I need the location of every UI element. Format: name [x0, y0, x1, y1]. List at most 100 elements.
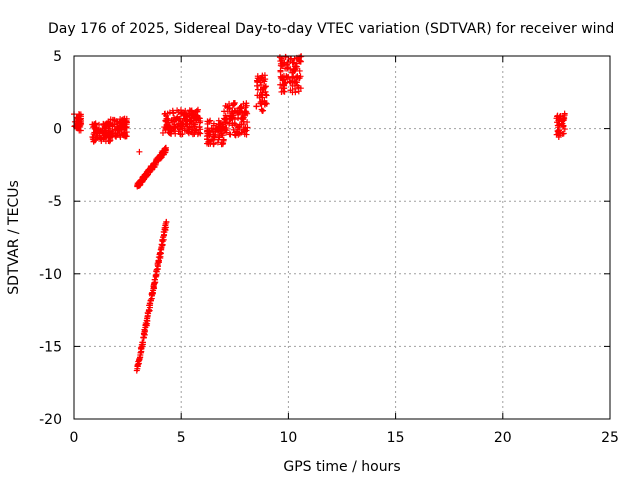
data-point [286, 78, 293, 85]
data-point [294, 73, 301, 80]
data-point [181, 115, 188, 122]
data-point [115, 127, 122, 134]
data-point [151, 276, 158, 283]
data-point [242, 128, 249, 135]
y-tick-label: -20 [39, 412, 62, 428]
data-point [263, 92, 270, 99]
y-tick-label: -5 [48, 194, 62, 210]
data-point [94, 126, 101, 133]
data-point [93, 127, 100, 134]
data-point [208, 125, 215, 132]
data-point [278, 75, 285, 82]
data-point [297, 53, 304, 60]
x-tick-label: 20 [494, 430, 512, 446]
data-point [261, 72, 268, 79]
data-point [123, 117, 130, 124]
data-point [163, 112, 170, 119]
data-point [105, 118, 112, 125]
data-point [139, 339, 146, 346]
data-point [215, 136, 222, 143]
x-tick-label: 25 [601, 430, 619, 446]
data-point [560, 123, 567, 130]
data-point [238, 104, 245, 111]
data-point [162, 117, 169, 124]
data-point [555, 116, 562, 123]
data-point [232, 131, 239, 138]
data-point [282, 53, 289, 60]
data-points [71, 53, 568, 374]
data-point [162, 147, 169, 154]
data-point [103, 127, 110, 134]
data-point [281, 81, 288, 88]
data-point [232, 107, 239, 114]
data-point [222, 126, 229, 133]
data-point [112, 127, 119, 134]
data-point [239, 114, 246, 121]
data-point [229, 102, 236, 109]
data-point [561, 114, 568, 121]
data-point [181, 110, 188, 117]
data-point [75, 111, 82, 118]
data-point [288, 55, 295, 62]
chart-title: Day 176 of 2025, Sidereal Day-to-day VTE… [48, 21, 614, 37]
data-point [297, 85, 304, 92]
data-point [295, 88, 302, 95]
data-point [227, 113, 234, 120]
data-point [109, 122, 116, 129]
data-point [289, 82, 296, 89]
y-tick-label: 5 [53, 49, 62, 65]
data-point [224, 119, 231, 126]
data-point [178, 120, 185, 127]
data-point [262, 91, 269, 98]
data-point [557, 130, 564, 137]
data-point [278, 55, 285, 62]
data-point [254, 73, 261, 80]
data-point [92, 121, 99, 128]
data-point [177, 117, 184, 124]
data-point [194, 108, 201, 115]
data-point [122, 133, 129, 140]
data-point [182, 121, 189, 128]
data-point [98, 136, 105, 143]
data-point [215, 117, 222, 124]
data-point [194, 131, 201, 138]
data-point [289, 59, 296, 66]
data-point [262, 83, 269, 90]
data-point [74, 115, 81, 122]
data-point [207, 117, 214, 124]
data-point [218, 130, 225, 137]
data-point [290, 73, 297, 80]
data-point [147, 296, 154, 303]
x-tick-label: 10 [279, 430, 297, 446]
data-point [261, 101, 268, 108]
data-point [163, 123, 170, 130]
data-point [197, 118, 204, 125]
data-point [254, 86, 261, 93]
data-point [292, 63, 299, 70]
y-tick-label: -10 [39, 267, 62, 283]
data-point [159, 129, 166, 136]
data-point [188, 117, 195, 124]
data-point [99, 129, 106, 136]
data-point [260, 107, 267, 114]
data-point [215, 126, 222, 133]
data-point [119, 122, 126, 129]
data-point [236, 121, 243, 128]
y-tick-label: 0 [53, 122, 62, 138]
data-point [285, 64, 292, 71]
plot-frame [73, 55, 611, 420]
data-point [205, 127, 212, 134]
data-point [142, 327, 149, 334]
data-point [244, 124, 251, 131]
data-point [219, 141, 226, 148]
data-point [292, 89, 299, 96]
data-point [296, 67, 303, 74]
data-point [204, 130, 211, 137]
x-tick-label: 15 [387, 430, 405, 446]
data-point [230, 126, 237, 133]
data-point [280, 61, 287, 68]
data-point [244, 119, 251, 126]
y-tick-label: -15 [39, 339, 62, 355]
data-point [256, 94, 263, 101]
data-point [220, 136, 227, 143]
